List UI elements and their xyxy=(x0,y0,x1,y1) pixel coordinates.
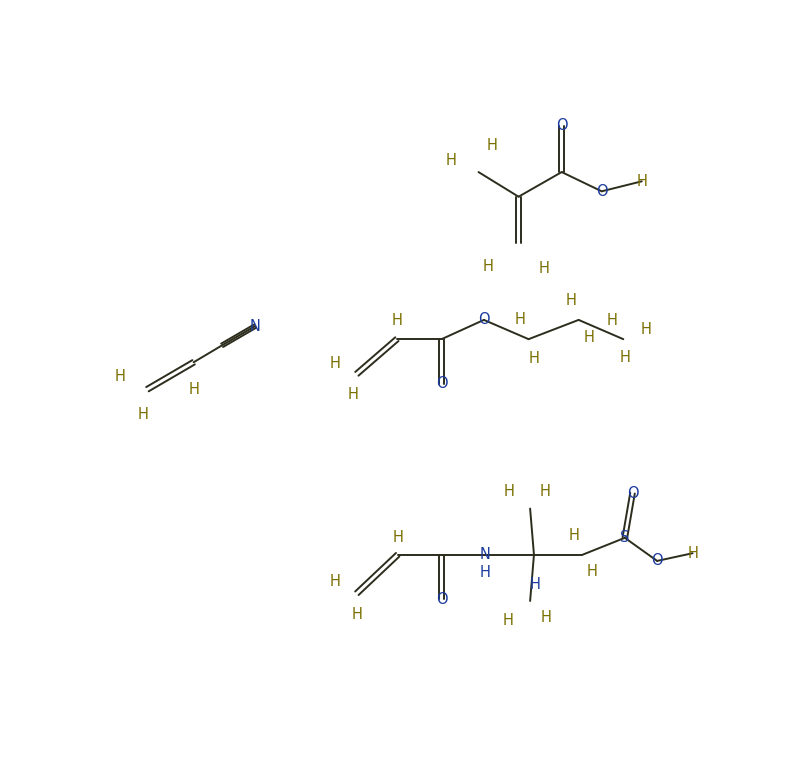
Text: H: H xyxy=(114,369,125,383)
Text: H: H xyxy=(486,138,497,152)
Text: H: H xyxy=(503,613,514,628)
Text: H: H xyxy=(482,258,493,274)
Text: H: H xyxy=(566,293,576,308)
Text: O: O xyxy=(478,312,490,328)
Text: H: H xyxy=(636,174,647,189)
Text: H: H xyxy=(504,484,515,499)
Text: H: H xyxy=(584,330,595,345)
Text: O: O xyxy=(556,118,567,134)
Text: N: N xyxy=(480,547,491,562)
Text: H: H xyxy=(347,387,359,402)
Text: H: H xyxy=(137,407,148,422)
Text: H: H xyxy=(515,312,526,328)
Text: H: H xyxy=(480,565,491,580)
Text: H: H xyxy=(538,261,550,276)
Text: H: H xyxy=(330,356,341,371)
Text: S: S xyxy=(620,530,629,545)
Text: N: N xyxy=(250,318,260,334)
Text: O: O xyxy=(627,485,638,501)
Text: H: H xyxy=(688,546,698,560)
Text: H: H xyxy=(392,313,402,329)
Text: H: H xyxy=(530,577,541,591)
Text: H: H xyxy=(529,351,539,366)
Text: O: O xyxy=(596,184,608,199)
Text: H: H xyxy=(393,530,403,544)
Text: H: H xyxy=(541,611,552,625)
Text: H: H xyxy=(330,574,341,589)
Text: H: H xyxy=(446,153,456,168)
Text: H: H xyxy=(351,608,363,622)
Text: O: O xyxy=(436,592,447,607)
Text: H: H xyxy=(540,484,551,499)
Text: H: H xyxy=(640,322,651,338)
Text: H: H xyxy=(188,382,199,397)
Text: O: O xyxy=(436,376,447,391)
Text: O: O xyxy=(651,553,663,568)
Text: H: H xyxy=(619,350,630,365)
Text: H: H xyxy=(568,528,580,543)
Text: H: H xyxy=(586,564,597,579)
Text: H: H xyxy=(607,313,618,329)
